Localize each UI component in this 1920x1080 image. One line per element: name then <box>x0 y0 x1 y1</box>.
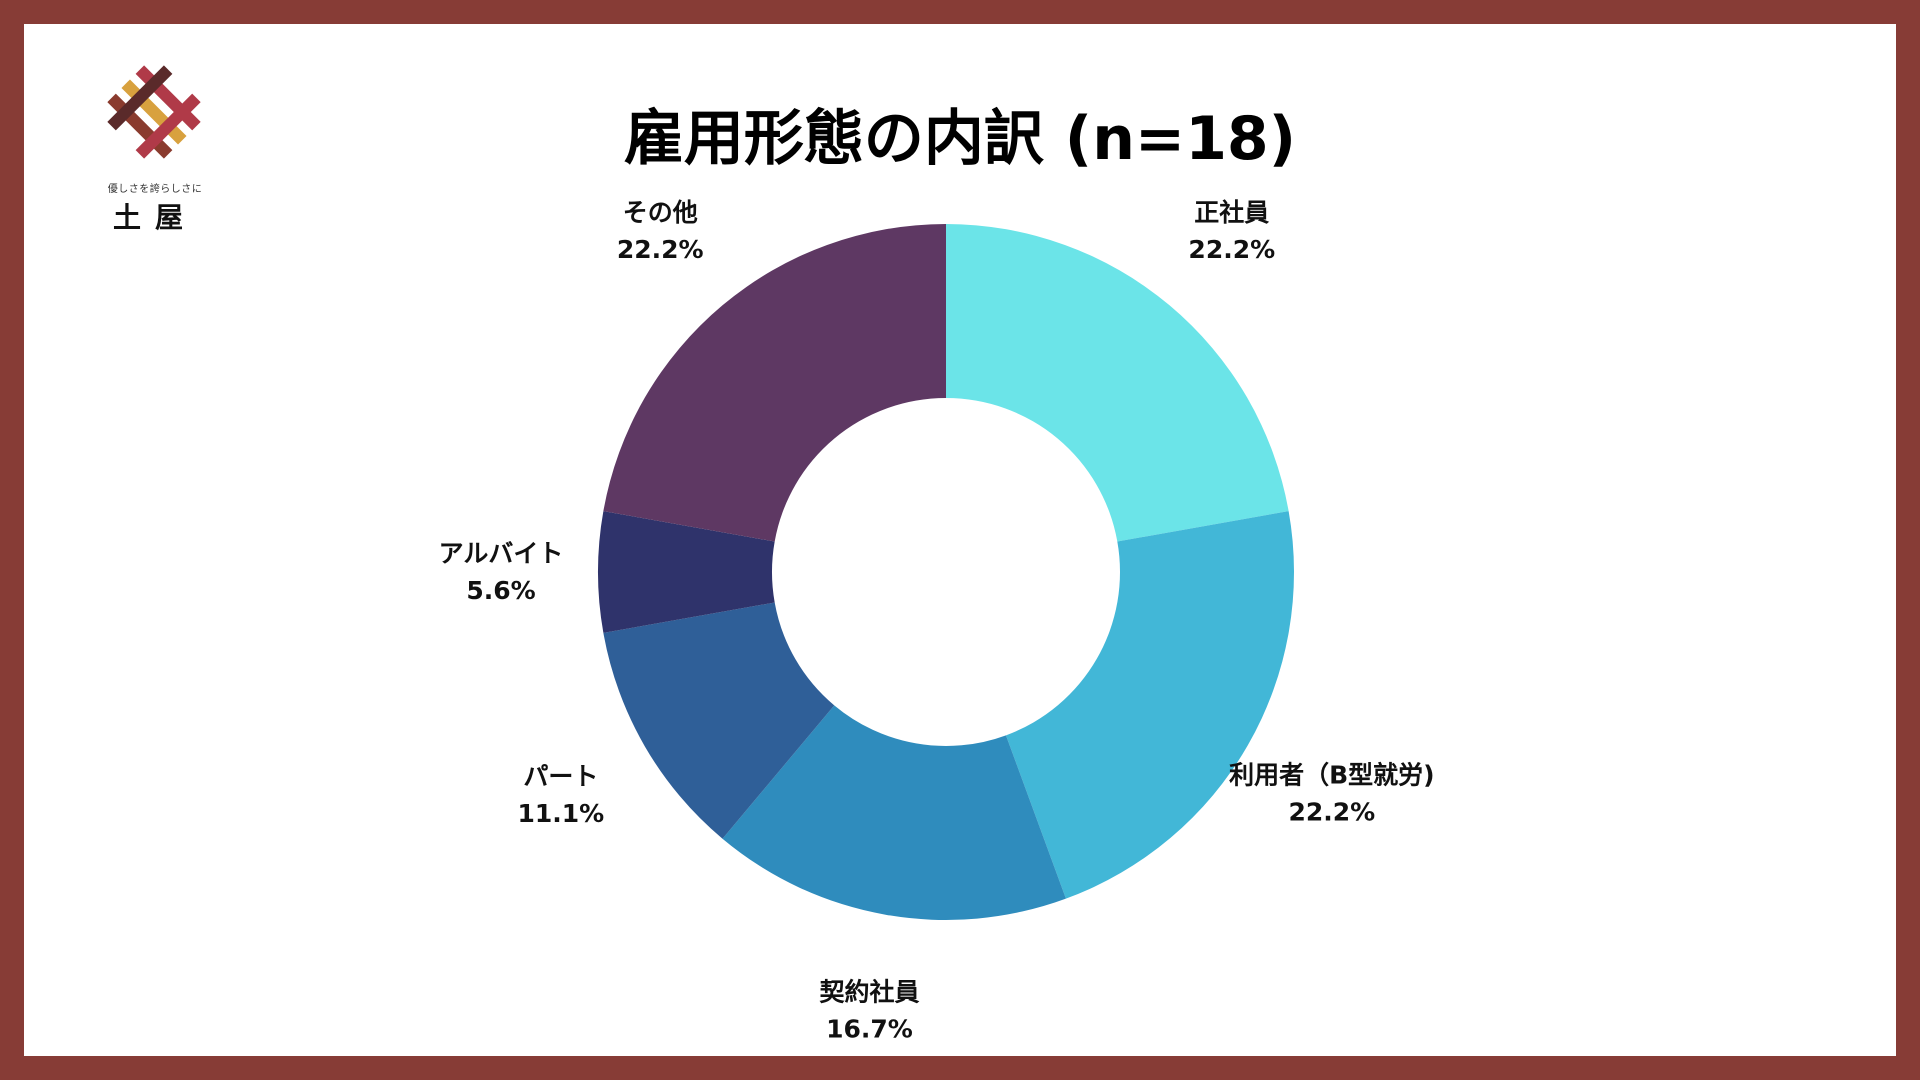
chart-title: 雇用形態の内訳 (n=18) <box>623 104 1297 174</box>
slice-label-3: パート <box>523 762 598 791</box>
slice-3 <box>603 602 835 839</box>
slice-label-0: 正社員 <box>1194 198 1269 227</box>
slice-0 <box>946 224 1289 542</box>
slice-label-2: 契約社員 <box>819 977 919 1006</box>
slice-label-5: その他 <box>623 198 698 227</box>
slice-label-4: アルバイト <box>439 539 564 568</box>
weave-logo-icon <box>107 65 201 159</box>
slice-value-5: 22.2% <box>617 235 704 264</box>
slice-label-1: 利用者（B型就労) <box>1229 761 1434 790</box>
slice-value-3: 11.1% <box>517 799 604 828</box>
slice-value-1: 22.2% <box>1288 798 1375 827</box>
slice-2 <box>722 705 1066 921</box>
logo-tagline: 優しさを誇らしさに <box>107 184 203 195</box>
slice-value-2: 16.7% <box>826 1014 913 1043</box>
company-logo: 優しさを誇らしさに 土屋 <box>70 62 270 242</box>
slice-1 <box>1005 511 1294 899</box>
donut-chart: 正社員 22.2% 利用者（B型就労) 22.2% 契約社員 16.7% パート 11.1% ア… <box>439 198 1435 1043</box>
logo-name: 土屋 <box>112 201 197 234</box>
slice-5 <box>603 224 946 542</box>
slice-value-0: 22.2% <box>1188 235 1275 264</box>
slice-4 <box>597 511 775 633</box>
slice-value-4: 5.6% <box>466 576 535 605</box>
slide-frame: 優しさを誇らしさに 土屋 雇用形態の内訳 (n=18) 正社員 22.2% 利用者（… <box>24 24 1896 1056</box>
